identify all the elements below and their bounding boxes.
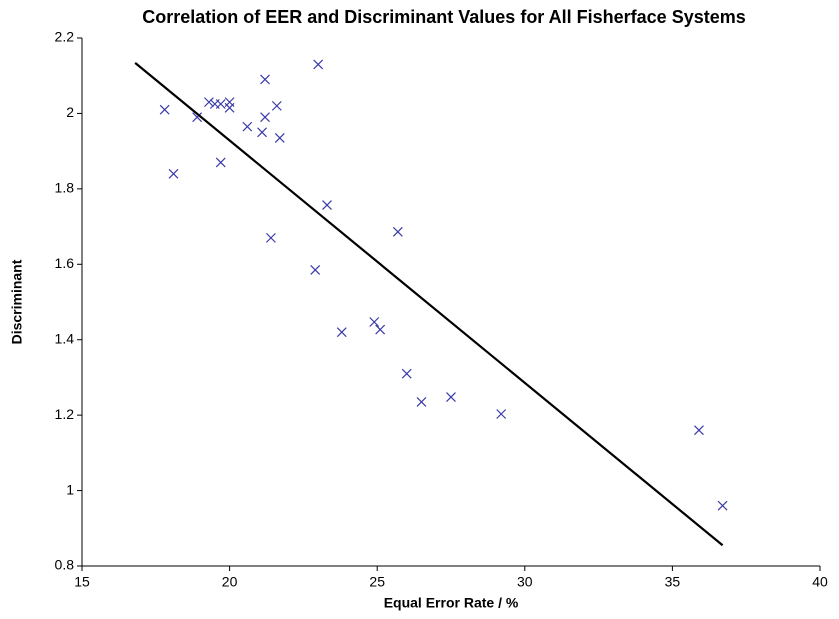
point: [260, 74, 270, 85]
point: [204, 97, 214, 108]
x-tick-label: 15: [74, 574, 90, 590]
x-tick-label: 30: [517, 574, 533, 590]
x-tick-label: 35: [665, 574, 681, 590]
point: [274, 133, 285, 143]
x-axis-title: Equal Error Rate / %: [384, 595, 519, 611]
point: [260, 112, 270, 123]
point: [168, 168, 179, 179]
point: [416, 397, 427, 407]
x-tick-label: 20: [222, 574, 238, 590]
y-tick-label: 1.8: [55, 180, 75, 196]
point: [392, 226, 403, 237]
x-tick-label: 25: [369, 574, 385, 590]
point: [159, 104, 170, 115]
point: [192, 112, 203, 123]
y-tick-label: 1.2: [55, 406, 75, 422]
y-axis-title: Discriminant: [9, 259, 25, 344]
point: [271, 100, 282, 111]
point: [313, 59, 324, 70]
y-tick-label: 1.6: [55, 255, 75, 271]
point: [401, 368, 412, 379]
y-tick-label: 2: [66, 104, 74, 120]
point: [336, 327, 347, 338]
point: [369, 317, 380, 327]
point: [266, 232, 276, 243]
point: [224, 102, 235, 113]
y-tick-label: 1.4: [55, 330, 75, 346]
point: [446, 392, 456, 402]
y-tick-label: 1: [66, 481, 74, 497]
point: [717, 500, 728, 511]
point: [242, 121, 253, 132]
trendline: [134, 62, 724, 547]
point: [375, 324, 386, 335]
point: [215, 157, 226, 168]
point: [322, 200, 332, 210]
chart-title: Correlation of EER and Discriminant Valu…: [142, 7, 746, 27]
point: [310, 265, 321, 275]
y-tick-label: 0.8: [55, 557, 75, 573]
point: [496, 409, 507, 419]
point: [257, 127, 267, 138]
x-tick-label: 40: [812, 574, 828, 590]
y-tick-label: 2.2: [55, 29, 75, 45]
plot-area: [82, 38, 820, 566]
point: [694, 425, 704, 436]
point: [215, 99, 226, 109]
